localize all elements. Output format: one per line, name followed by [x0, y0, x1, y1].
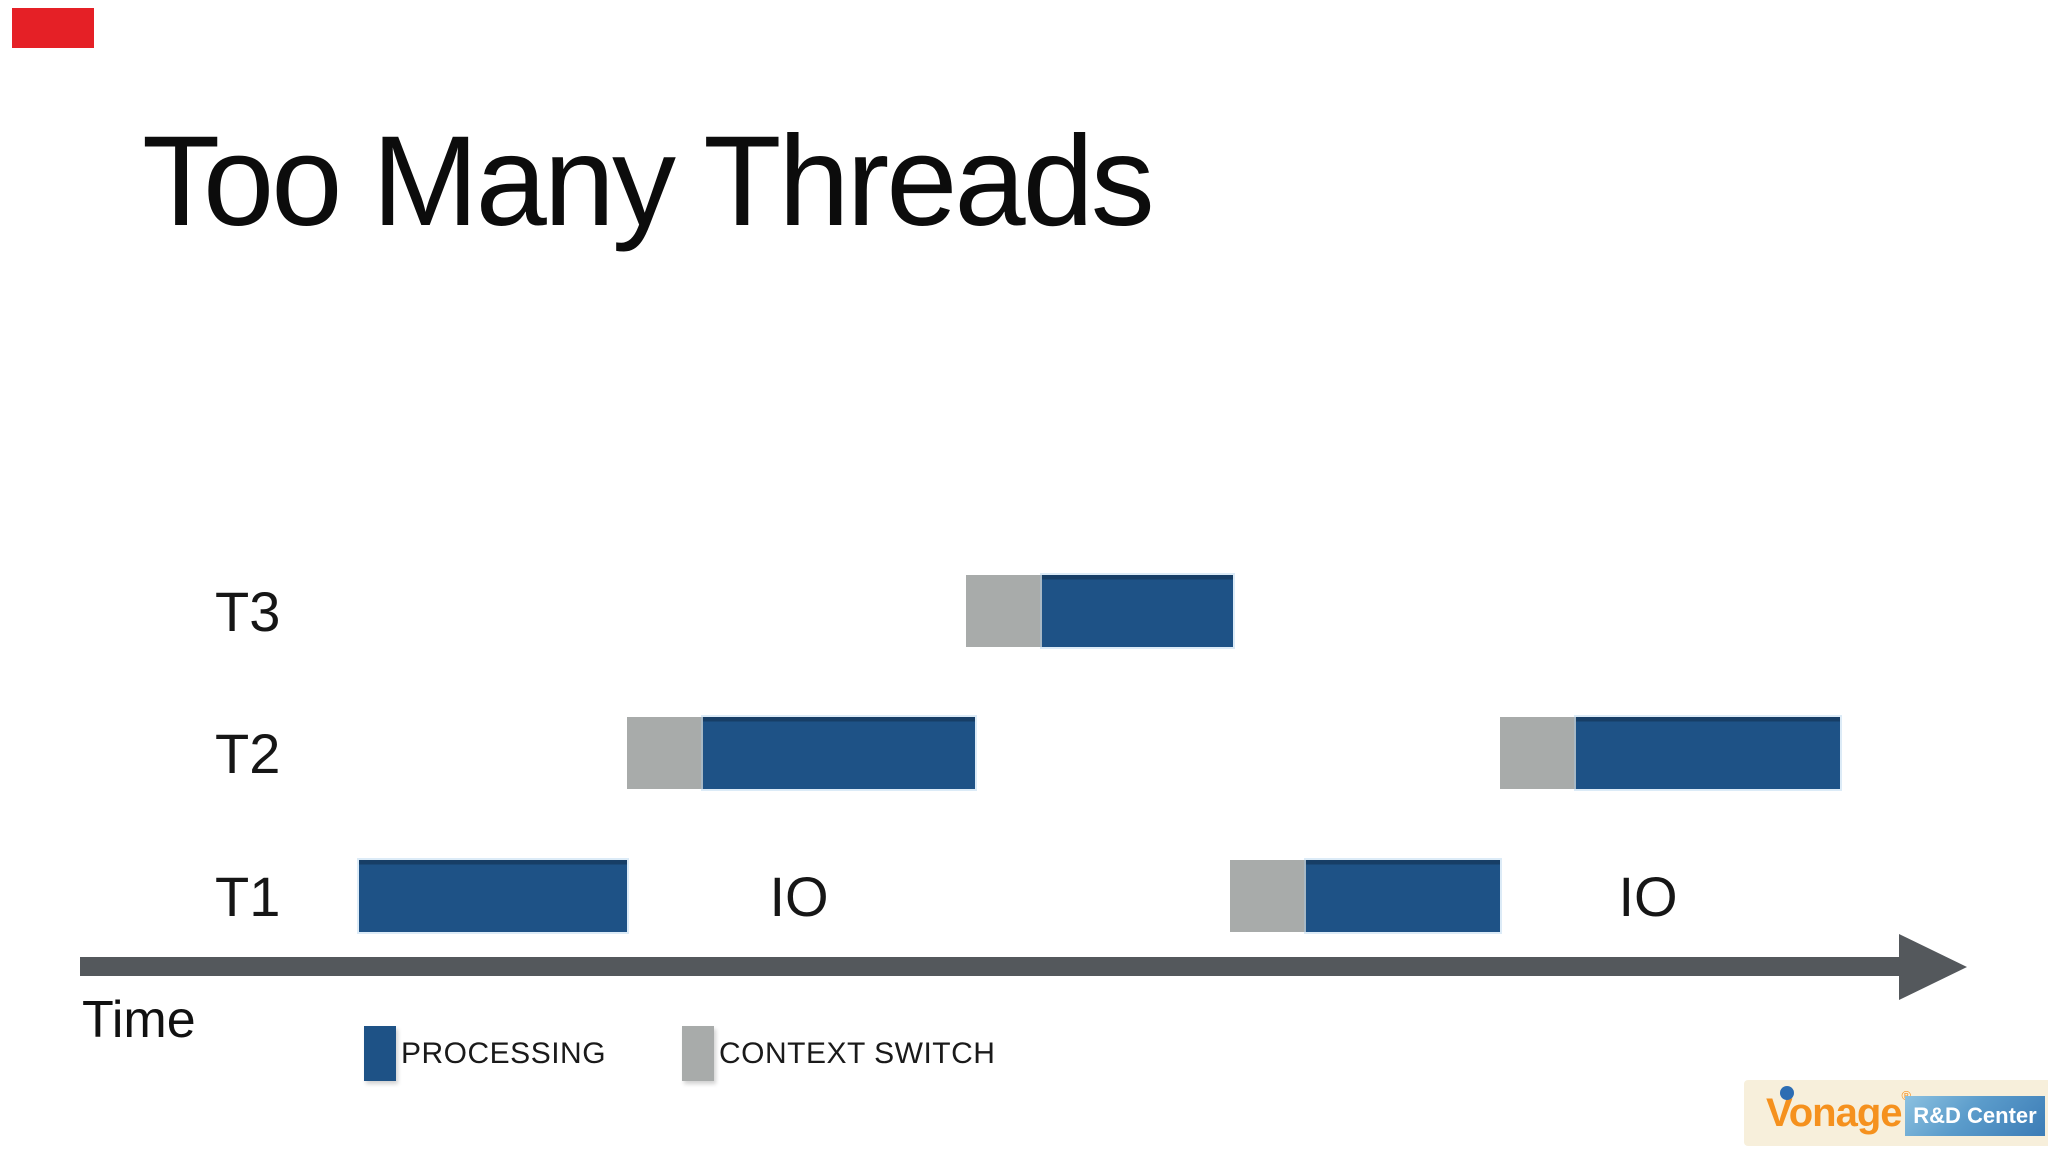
time-axis-arrowhead-icon	[1899, 934, 1967, 1000]
processing-segment	[359, 860, 627, 932]
processing-segment	[1042, 575, 1233, 647]
context-switch-segment	[966, 575, 1042, 647]
processing-segment	[1576, 717, 1840, 789]
context-switch-swatch-icon	[682, 1026, 714, 1081]
processing-swatch-icon	[364, 1026, 396, 1081]
red-corner-marker	[12, 8, 94, 48]
vonage-logo-badge: Vonage® R&D Center	[1744, 1080, 2048, 1146]
io-wait-label: IO	[769, 864, 829, 928]
io-wait-label: IO	[1618, 864, 1678, 928]
context-switch-segment	[627, 717, 703, 789]
processing-segment	[703, 717, 975, 789]
registered-trademark-icon: ®	[1902, 1088, 1912, 1103]
legend-item-context-switch: CONTEXT SWITCH	[682, 1026, 995, 1081]
thread-row-label-t2: T2	[215, 721, 281, 785]
thread-row-label-t1: T1	[215, 864, 281, 928]
context-switch-segment	[1500, 717, 1576, 789]
rd-center-label: R&D Center	[1913, 1103, 2037, 1128]
context-switch-segment	[1230, 860, 1306, 932]
thread-row-label-t3: T3	[215, 579, 281, 643]
legend-label-processing: PROCESSING	[401, 1036, 607, 1070]
legend-label-context-switch: CONTEXT SWITCH	[719, 1036, 996, 1070]
processing-segment	[1306, 860, 1500, 932]
legend-item-processing: PROCESSING	[364, 1026, 606, 1081]
vonage-logo: Vonage®	[1766, 1086, 1911, 1133]
vonage-person-dot-icon	[1780, 1086, 1794, 1100]
time-axis-label: Time	[82, 991, 196, 1049]
slide-title: Too Many Threads	[142, 110, 1155, 253]
rd-center-box: R&D Center	[1905, 1096, 2045, 1136]
time-axis-line	[80, 957, 1905, 976]
